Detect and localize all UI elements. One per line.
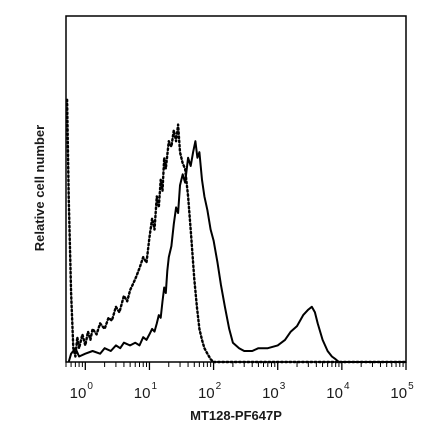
y-axis-label: Relative cell number: [32, 125, 47, 251]
series-layer: [65, 98, 408, 364]
plot-frame: [65, 15, 407, 363]
x-tick-label: 105: [390, 381, 414, 402]
x-tick-label: 102: [198, 381, 222, 402]
x-tick-label: 103: [262, 381, 286, 402]
x-tick-label: 104: [326, 381, 350, 402]
series-line-solid: [67, 140, 406, 363]
x-tick-label: 100: [70, 381, 94, 402]
x-tick-layer: 100 101 102 103 104 105: [65, 362, 414, 402]
series-line-dotted: [65, 98, 408, 364]
x-axis-label: MT128-PF647P: [190, 408, 282, 423]
x-tick-label: 101: [134, 381, 158, 402]
